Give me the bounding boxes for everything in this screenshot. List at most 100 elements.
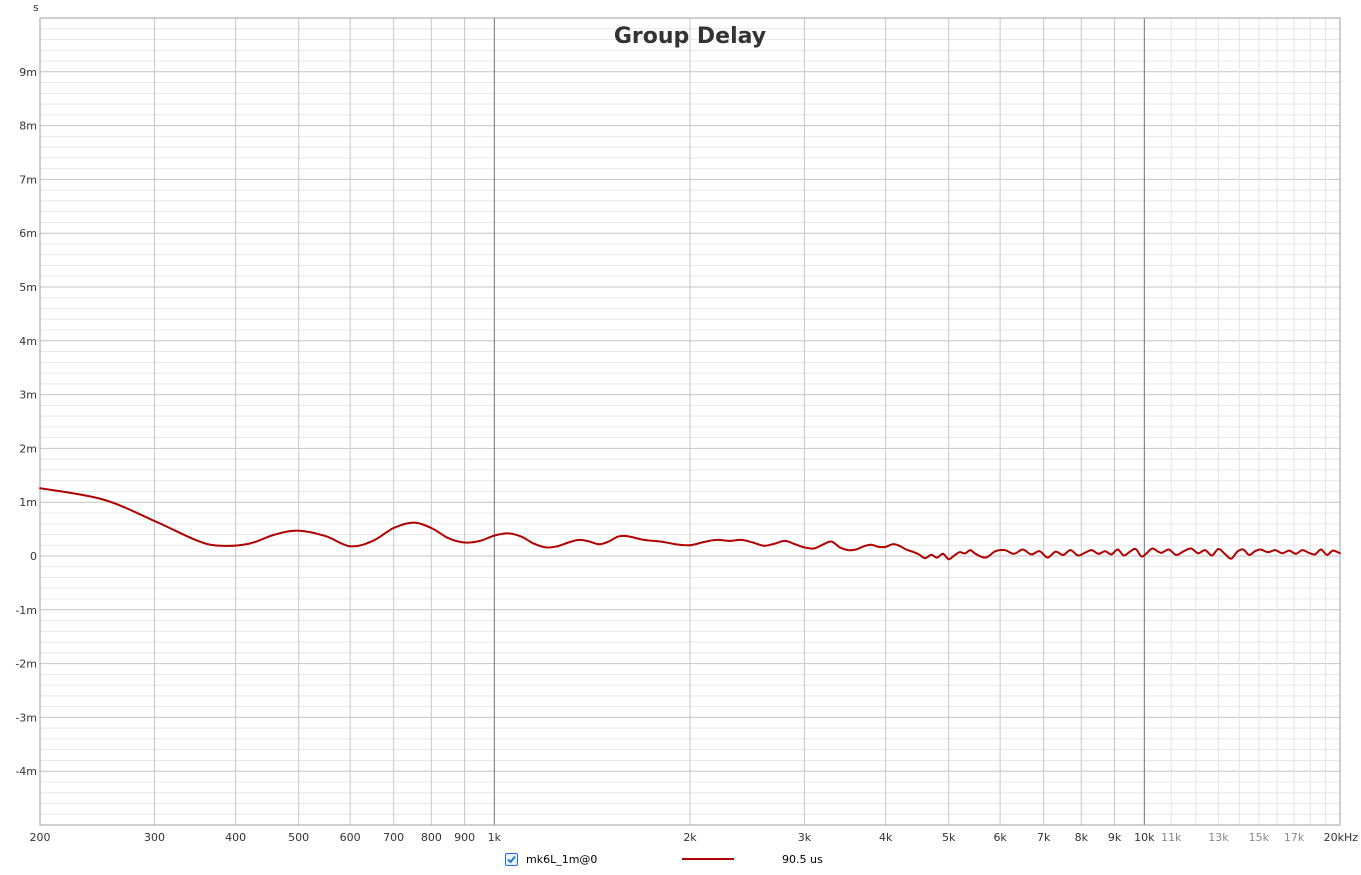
data-point	[1046, 556, 1049, 559]
data-point	[1122, 554, 1125, 557]
data-point	[838, 546, 841, 549]
data-point	[412, 521, 414, 524]
data-point	[297, 529, 300, 532]
data-point	[821, 543, 824, 546]
data-point	[891, 543, 894, 546]
data-point	[392, 527, 395, 529]
chart-title: Group Delay	[614, 24, 766, 49]
data-point	[1314, 553, 1316, 556]
x-tick-label: 1k	[488, 831, 502, 844]
data-point	[1182, 550, 1185, 553]
y-tick-label: 0	[30, 550, 37, 563]
y-tick-label: 1m	[19, 496, 37, 509]
data-point	[1267, 551, 1269, 554]
data-point	[153, 520, 156, 522]
data-point	[1301, 549, 1304, 551]
y-tick-label: 4m	[19, 335, 37, 348]
data-point	[578, 539, 580, 541]
data-point	[544, 546, 547, 549]
data-point	[463, 541, 466, 544]
data-point	[556, 545, 559, 548]
y-tick-label: -1m	[15, 604, 37, 617]
data-point	[884, 546, 887, 548]
x-tick-label: 11k	[1161, 831, 1182, 844]
data-point	[1030, 553, 1033, 556]
data-point	[1294, 552, 1297, 555]
data-point	[964, 552, 966, 555]
x-tick-label: 9k	[1108, 831, 1122, 844]
grid	[39, 17, 1341, 826]
data-point	[942, 552, 944, 555]
data-point	[493, 534, 496, 537]
data-point	[659, 540, 662, 543]
x-tick-label: 200	[30, 831, 51, 844]
data-point	[1013, 552, 1015, 555]
data-point	[1116, 548, 1119, 551]
y-axis-unit-label: s	[33, 1, 39, 14]
data-point	[617, 535, 619, 538]
data-point	[911, 550, 914, 553]
data-point	[803, 546, 806, 549]
x-tick-label: 6k	[993, 831, 1007, 844]
data-point	[643, 539, 645, 541]
y-tick-label: 3m	[19, 389, 37, 402]
x-tick-label: 7k	[1037, 831, 1051, 844]
data-point	[324, 535, 327, 537]
data-point	[1223, 552, 1226, 555]
data-point	[740, 539, 743, 541]
data-point	[1146, 551, 1148, 554]
data-point	[197, 540, 199, 542]
y-tick-label: -4m	[15, 765, 37, 778]
x-tick-label: 300	[144, 831, 165, 844]
data-point	[1175, 554, 1178, 556]
data-point	[1236, 550, 1239, 553]
data-point	[969, 549, 972, 551]
data-point	[1339, 552, 1341, 555]
data-point	[507, 532, 509, 535]
data-point	[898, 544, 901, 547]
data-point	[349, 545, 351, 548]
data-point	[763, 544, 765, 547]
data-point	[1190, 547, 1192, 550]
data-point	[1003, 549, 1006, 551]
x-tick-label: 8k	[1075, 831, 1089, 844]
legend-series-checkbox[interactable]	[505, 852, 518, 866]
data-point	[1097, 552, 1100, 555]
data-point	[1248, 554, 1251, 556]
data-point	[447, 537, 450, 540]
data-point	[567, 541, 570, 544]
data-point	[924, 557, 926, 560]
data-point	[862, 545, 865, 548]
data-point	[1151, 547, 1154, 550]
data-point	[1326, 554, 1328, 556]
y-tick-label: 2m	[19, 442, 37, 455]
data-point	[430, 527, 433, 529]
data-point	[1320, 548, 1322, 551]
legend-series-value: 90.5 us	[782, 852, 823, 866]
x-tick-label: 700	[383, 831, 404, 844]
data-point	[1021, 548, 1024, 551]
y-tick-label: 9m	[19, 66, 37, 79]
x-tick-label: 5k	[942, 831, 956, 844]
data-point	[588, 540, 591, 543]
x-tick-label: 4k	[879, 831, 893, 844]
data-point	[1069, 549, 1072, 551]
data-point	[794, 543, 796, 546]
data-point	[598, 543, 601, 546]
data-point	[220, 544, 223, 547]
data-point	[674, 543, 677, 546]
x-tick-label: 500	[288, 831, 309, 844]
data-point	[1242, 548, 1245, 551]
data-point	[1288, 549, 1290, 552]
x-tick-label: 15k	[1249, 831, 1270, 844]
y-tick-label: 5m	[19, 281, 37, 294]
data-point	[702, 541, 705, 543]
data-point	[1090, 549, 1093, 551]
data-point	[1197, 552, 1199, 555]
data-point	[1159, 551, 1162, 554]
data-point	[728, 540, 731, 542]
data-point	[905, 548, 907, 551]
x-tick-label: 900	[454, 831, 475, 844]
data-point	[274, 533, 276, 536]
data-point	[248, 542, 251, 545]
